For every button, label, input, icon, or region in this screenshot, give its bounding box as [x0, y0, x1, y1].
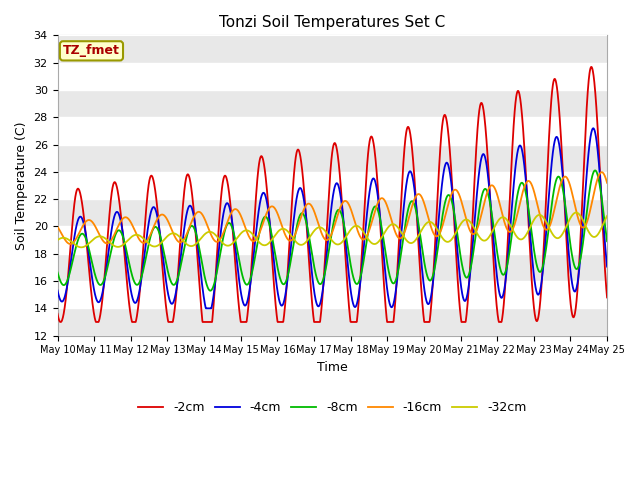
-2cm: [348, 319, 356, 325]
-2cm: [360, 208, 368, 214]
-32cm: [54, 237, 61, 243]
-4cm: [348, 297, 356, 303]
Line: -16cm: -16cm: [58, 172, 607, 244]
Line: -32cm: -32cm: [58, 213, 607, 247]
-2cm: [492, 296, 500, 302]
-4cm: [207, 305, 215, 311]
-4cm: [555, 139, 563, 145]
-8cm: [604, 239, 611, 244]
Line: -2cm: -2cm: [58, 67, 607, 322]
Y-axis label: Soil Temperature (C): Soil Temperature (C): [15, 121, 28, 250]
Line: -8cm: -8cm: [58, 170, 607, 291]
-32cm: [77, 244, 85, 250]
-2cm: [54, 311, 61, 317]
-16cm: [348, 211, 356, 216]
-16cm: [54, 224, 61, 230]
-4cm: [570, 288, 578, 294]
Bar: [58, 90, 607, 117]
-4cm: [202, 305, 210, 311]
Bar: [58, 254, 607, 281]
-4cm: [54, 288, 61, 293]
-2cm: [604, 295, 611, 300]
-16cm: [67, 241, 74, 247]
Bar: [58, 199, 607, 227]
-4cm: [589, 125, 597, 131]
Title: Tonzi Soil Temperatures Set C: Tonzi Soil Temperatures Set C: [219, 15, 445, 30]
-2cm: [570, 314, 578, 320]
-8cm: [348, 270, 356, 276]
-32cm: [572, 210, 580, 216]
-16cm: [570, 198, 578, 204]
-4cm: [360, 240, 368, 245]
-32cm: [360, 230, 368, 236]
Legend: -2cm, -4cm, -8cm, -16cm, -32cm: -2cm, -4cm, -8cm, -16cm, -32cm: [133, 396, 531, 419]
-16cm: [555, 188, 563, 193]
-4cm: [492, 265, 500, 271]
-32cm: [604, 213, 611, 219]
-16cm: [604, 180, 611, 186]
-2cm: [555, 102, 563, 108]
-8cm: [492, 242, 500, 248]
-16cm: [492, 189, 500, 194]
-2cm: [207, 319, 215, 325]
-8cm: [555, 174, 563, 180]
-32cm: [570, 211, 578, 216]
-2cm: [56, 319, 64, 325]
Bar: [58, 36, 607, 62]
-16cm: [360, 237, 368, 242]
-16cm: [598, 169, 605, 175]
-32cm: [207, 229, 215, 235]
-8cm: [207, 288, 215, 293]
-8cm: [570, 262, 578, 267]
Bar: [58, 308, 607, 336]
-4cm: [604, 264, 611, 269]
-32cm: [492, 221, 500, 227]
-8cm: [591, 168, 599, 173]
-32cm: [555, 235, 563, 241]
-32cm: [348, 225, 356, 231]
Line: -4cm: -4cm: [58, 128, 607, 308]
-2cm: [588, 64, 595, 70]
-16cm: [207, 232, 215, 238]
X-axis label: Time: Time: [317, 361, 348, 374]
Bar: [58, 144, 607, 172]
Text: TZ_fmet: TZ_fmet: [63, 44, 120, 57]
-8cm: [54, 269, 61, 275]
-8cm: [360, 254, 368, 260]
-8cm: [207, 288, 214, 294]
